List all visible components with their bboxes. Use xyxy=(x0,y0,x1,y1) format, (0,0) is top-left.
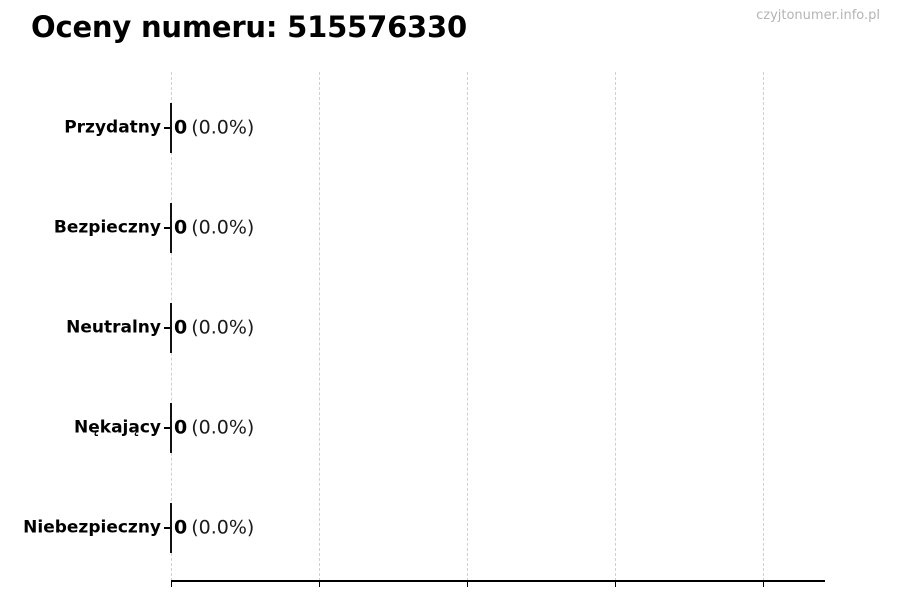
bar-bezpieczny xyxy=(170,203,172,253)
category-label-neutralny: Neutralny xyxy=(66,317,161,338)
category-label-bezpieczny: Bezpieczny xyxy=(53,217,161,238)
value-percent-neutralny: (0.0%) xyxy=(191,316,255,339)
value-percent-przydatny: (0.0%) xyxy=(191,116,255,139)
plot-area xyxy=(171,72,825,581)
gridline-x-2 xyxy=(467,72,468,581)
gridline-x-4 xyxy=(763,72,764,581)
bar-nekajacy xyxy=(170,403,172,453)
category-label-nekajacy: Nękający xyxy=(74,417,161,438)
value-percent-nekajacy: (0.0%) xyxy=(191,416,255,439)
value-percent-niebezpieczny: (0.0%) xyxy=(191,516,255,539)
x-axis-tick-4 xyxy=(763,581,764,587)
y-axis-tick-0 xyxy=(164,127,171,129)
x-axis-tick-3 xyxy=(615,581,616,587)
x-axis-line xyxy=(171,580,825,582)
value-count-przydatny: 0 xyxy=(174,116,188,139)
gridline-x-3 xyxy=(615,72,616,581)
y-axis-tick-2 xyxy=(164,327,171,329)
y-axis-tick-4 xyxy=(164,527,171,529)
page-title: Oceny numeru: 515576330 xyxy=(31,10,467,44)
y-axis-tick-1 xyxy=(164,227,171,229)
value-count-neutralny: 0 xyxy=(174,316,188,339)
value-percent-bezpieczny: (0.0%) xyxy=(191,216,255,239)
x-axis-tick-1 xyxy=(319,581,320,587)
bar-przydatny xyxy=(170,103,172,153)
value-group-bezpieczny: 0 (0.0%) xyxy=(174,216,255,239)
x-axis-tick-2 xyxy=(467,581,468,587)
site-watermark: czyjtonumer.info.pl xyxy=(756,8,880,23)
y-axis-tick-3 xyxy=(164,427,171,429)
x-axis-tick-0 xyxy=(171,581,172,587)
bar-neutralny xyxy=(170,303,172,353)
gridline-x-1 xyxy=(319,72,320,581)
category-label-niebezpieczny: Niebezpieczny xyxy=(23,517,161,538)
value-group-neutralny: 0 (0.0%) xyxy=(174,316,255,339)
value-group-nekajacy: 0 (0.0%) xyxy=(174,416,255,439)
category-label-przydatny: Przydatny xyxy=(64,117,161,138)
value-count-nekajacy: 0 xyxy=(174,416,188,439)
value-count-bezpieczny: 0 xyxy=(174,216,188,239)
value-group-niebezpieczny: 0 (0.0%) xyxy=(174,516,255,539)
value-group-przydatny: 0 (0.0%) xyxy=(174,116,255,139)
value-count-niebezpieczny: 0 xyxy=(174,516,188,539)
bar-niebezpieczny xyxy=(170,503,172,553)
